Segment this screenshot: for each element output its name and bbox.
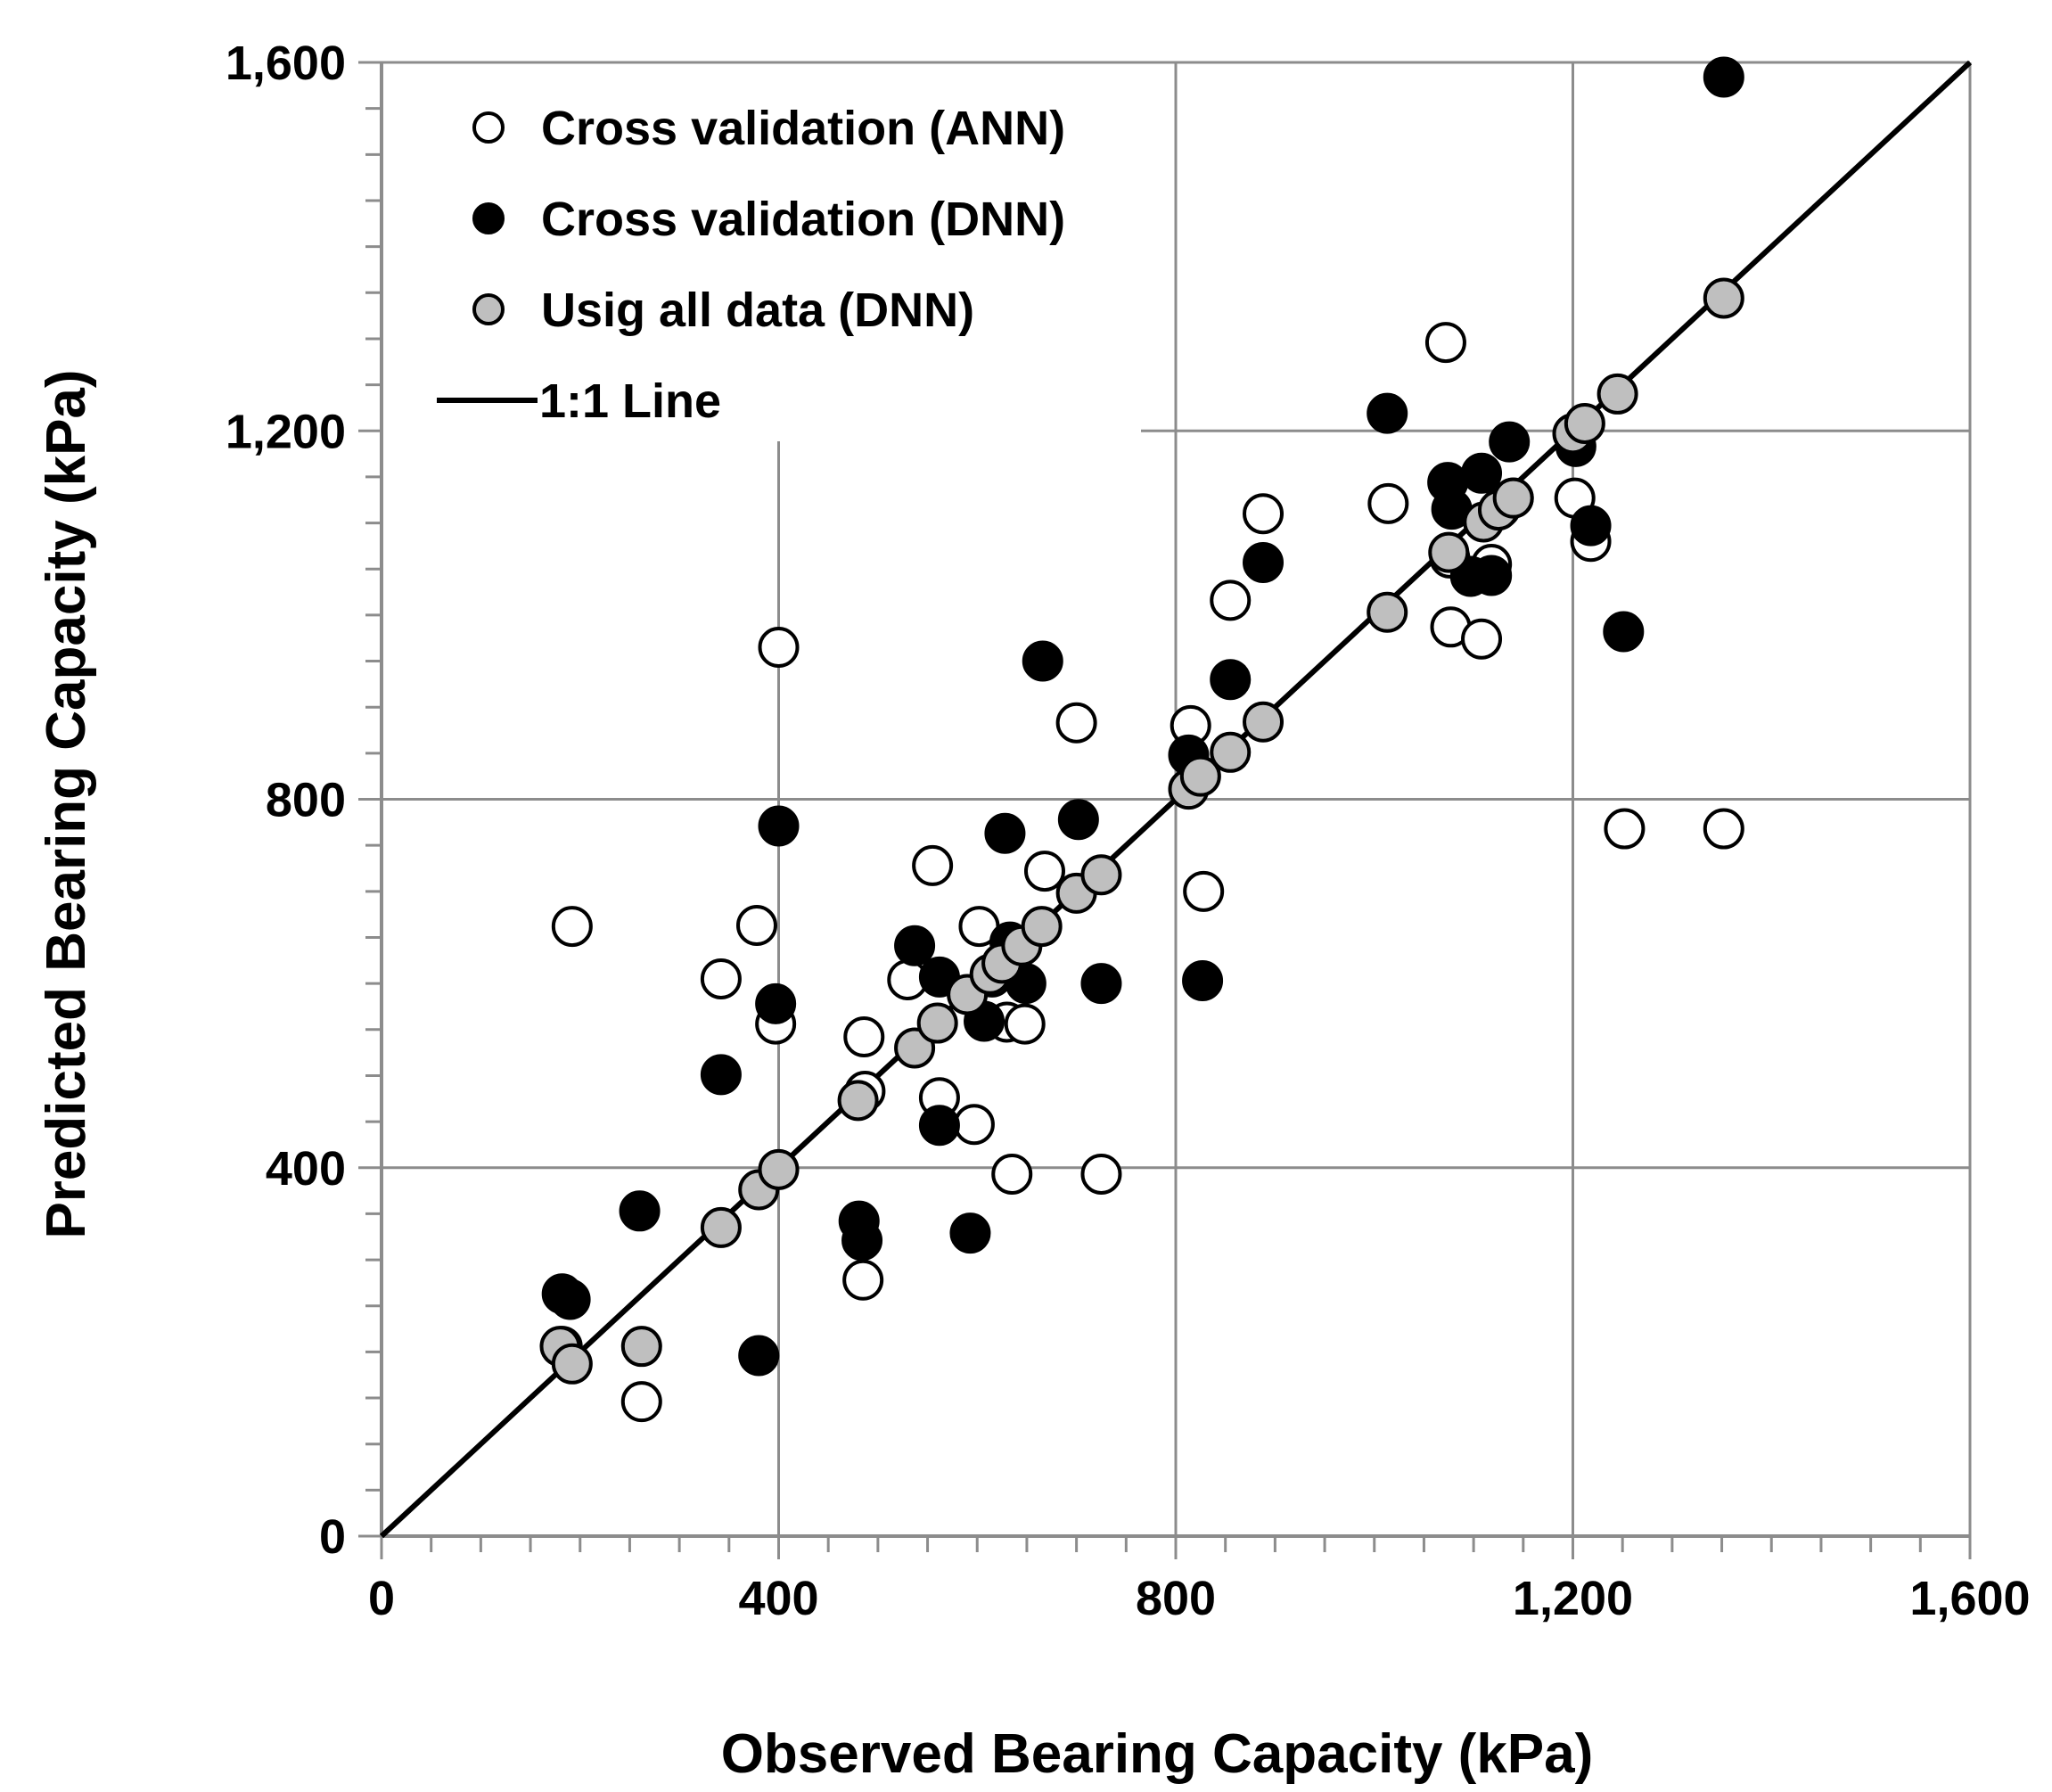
ann-cross-validation-point [735, 905, 777, 947]
ann-cross-validation-point [1183, 870, 1225, 912]
ann-cross-validation-point [1210, 580, 1252, 621]
ann-cross-validation-point [953, 1104, 995, 1146]
dnn-cross-validation-point [758, 805, 800, 847]
ann-cross-validation-point [1055, 702, 1097, 744]
dnn-cross-validation-point [1489, 421, 1531, 463]
x-axis-title: Observed Bearing Capacity (kPa) [721, 1723, 1594, 1785]
dnn-all-data-point [837, 1080, 879, 1122]
dnn-cross-validation-point [1471, 555, 1513, 596]
x-tick-label: 0 [368, 1572, 395, 1625]
legend-marker [472, 111, 505, 144]
x-tick-label: 400 [738, 1572, 818, 1625]
dnn-all-data-point [1367, 591, 1408, 633]
dnn-series [541, 56, 1744, 1377]
dnn-all-data-point [916, 1002, 958, 1044]
dnn-cross-validation-point [1603, 611, 1645, 653]
ann-cross-validation-point [1703, 808, 1744, 850]
x-tick-label: 1,600 [1909, 1572, 2030, 1625]
y-tick-label: 0 [319, 1510, 346, 1564]
ann-cross-validation-point [1424, 322, 1466, 364]
dnn-all-data-point [1080, 854, 1122, 896]
all-series [539, 277, 1744, 1385]
legend-label: Cross validation (ANN) [541, 102, 1065, 155]
legend-item-line: 1:1 Line [437, 374, 721, 428]
dnn-cross-validation-point [755, 982, 797, 1024]
legend-label: Cross validation (DNN) [541, 193, 1065, 246]
legend-label: 1:1 Line [539, 374, 721, 428]
dnn-cross-validation-point [1022, 640, 1063, 682]
legend-item-dnn: Cross validation (DNN) [472, 193, 1065, 246]
dnn-all-data-point [1210, 731, 1252, 773]
ann-cross-validation-point [1080, 1153, 1122, 1195]
dnn-cross-validation-point [841, 1220, 883, 1262]
dnn-cross-validation-point [1570, 505, 1612, 547]
dnn-cross-validation-point [1057, 799, 1099, 841]
ann-cross-validation-point [700, 958, 742, 999]
legend-item-all: Usig all data (DNN) [472, 284, 974, 337]
dnn-cross-validation-point [738, 1335, 780, 1377]
data-points [539, 56, 1744, 1423]
dnn-cross-validation-point [894, 925, 936, 966]
dnn-cross-validation-point [1367, 392, 1408, 434]
ann-cross-validation-point [1604, 808, 1646, 850]
dnn-all-data-point [1703, 277, 1744, 319]
x-tick-label: 1,200 [1513, 1572, 1633, 1625]
ann-cross-validation-point [1461, 618, 1503, 660]
dnn-cross-validation-point [949, 1212, 991, 1254]
ann-cross-validation-point [1004, 1003, 1046, 1045]
legend-marker [472, 293, 505, 325]
dnn-all-data-point [1564, 402, 1605, 444]
tick-labels: 0 400 800 1,200 1,600 0 400 800 1,200 1,600 [226, 37, 2031, 1625]
ann-cross-validation-point [991, 1153, 1033, 1195]
dnn-all-data-point [1021, 906, 1063, 948]
dnn-cross-validation-point [619, 1190, 661, 1232]
dnn-cross-validation-point [1182, 960, 1224, 1002]
dnn-cross-validation-point [700, 1054, 742, 1096]
y-tick-label: 1,600 [226, 37, 346, 90]
dnn-all-data-point [551, 1343, 593, 1385]
legend: Cross validation (ANN) Cross validation (… [437, 102, 1065, 428]
ann-cross-validation-point [1023, 851, 1065, 892]
legend-marker [472, 202, 505, 234]
dnn-cross-validation-point [984, 812, 1026, 854]
ann-cross-validation-point [758, 627, 800, 669]
dnn-cross-validation-point [1080, 963, 1122, 1005]
y-tick-label: 800 [266, 774, 346, 827]
y-axis-title: Predicted Bearing Capacity (kPa) [36, 369, 97, 1238]
axes [358, 61, 1972, 1559]
dnn-all-data-point [1492, 477, 1534, 519]
dnn-all-data-point [700, 1206, 742, 1248]
dnn-cross-validation-point [1210, 659, 1252, 701]
ann-cross-validation-point [551, 906, 593, 948]
dnn-cross-validation-point [549, 1278, 591, 1320]
y-tick-label: 400 [266, 1142, 346, 1196]
ann-cross-validation-point [1367, 482, 1409, 524]
dnn-cross-validation-point [918, 1105, 960, 1147]
dnn-all-data-point [1179, 755, 1221, 797]
ann-series [541, 322, 1744, 1423]
ann-cross-validation-point [842, 1259, 884, 1301]
dnn-all-data-point [1243, 701, 1285, 743]
dnn-cross-validation-point [1461, 452, 1503, 494]
ann-cross-validation-point [912, 844, 954, 886]
dnn-all-data-point [894, 1027, 936, 1069]
ann-cross-validation-point [843, 1016, 885, 1058]
legend-label: Usig all data (DNN) [541, 284, 974, 337]
dnn-all-data-point [1428, 531, 1470, 573]
ann-cross-validation-point [1243, 493, 1285, 535]
dnn-cross-validation-point [1243, 541, 1285, 583]
x-tick-label: 800 [1136, 1572, 1216, 1625]
dnn-all-data-point [758, 1148, 800, 1190]
legend-item-ann: Cross validation (ANN) [472, 102, 1065, 155]
dnn-all-data-point [1596, 373, 1638, 415]
ann-cross-validation-point [620, 1381, 662, 1423]
y-tick-label: 1,200 [226, 405, 346, 458]
dnn-cross-validation-point [1703, 56, 1744, 98]
dnn-all-data-point [620, 1326, 662, 1368]
